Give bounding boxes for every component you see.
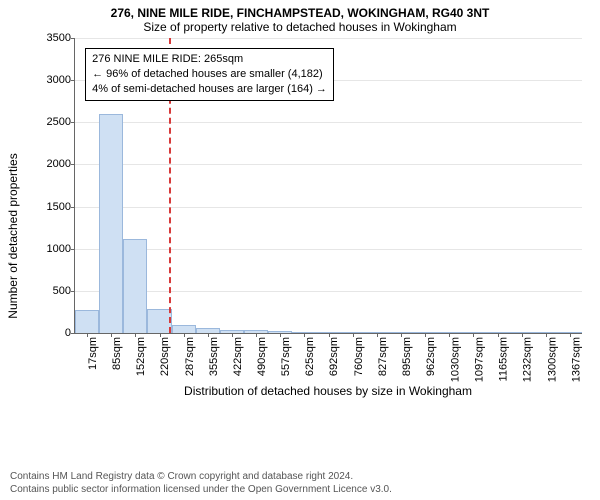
ytick-label: 1000 [47, 243, 75, 255]
xtick-label: 962sqm [425, 337, 437, 376]
xtick-label: 692sqm [329, 337, 341, 376]
ytick-label: 2000 [47, 158, 75, 170]
xtick-label: 625sqm [304, 337, 316, 376]
chart-area: 050010001500200025003000350017sqm85sqm15… [74, 38, 582, 398]
page-title-line2: Size of property relative to detached ho… [10, 20, 590, 34]
annotation-line3: 4% of semi-detached houses are larger (1… [92, 82, 327, 97]
gridline [75, 122, 582, 123]
ytick-label: 3000 [47, 74, 75, 86]
annotation-line2: ← 96% of detached houses are smaller (4,… [92, 67, 327, 82]
gridline [75, 291, 582, 292]
y-axis-label-container: Number of detached properties [4, 38, 22, 420]
ytick-label: 1500 [47, 201, 75, 213]
xtick-label: 287sqm [184, 337, 196, 376]
xtick-label: 760sqm [353, 337, 365, 376]
xtick-label: 355sqm [208, 337, 220, 376]
xtick-label: 1165sqm [498, 337, 510, 381]
xtick-label: 1300sqm [546, 337, 558, 382]
gridline [75, 207, 582, 208]
histogram-bar [75, 310, 99, 333]
ytick-label: 2500 [47, 116, 75, 128]
xtick-label: 1232sqm [522, 337, 534, 382]
ytick-label: 500 [53, 285, 75, 297]
page-title-line1: 276, NINE MILE RIDE, FINCHAMPSTEAD, WOKI… [10, 6, 590, 20]
footer-attribution: Contains HM Land Registry data © Crown c… [10, 470, 392, 496]
histogram-bar [172, 325, 196, 333]
y-axis-label: Number of detached properties [6, 153, 20, 318]
xtick-label: 490sqm [256, 337, 268, 376]
gridline [75, 164, 582, 165]
annotation-box: 276 NINE MILE RIDE: 265sqm← 96% of detac… [85, 48, 334, 101]
ytick-label: 3500 [47, 32, 75, 44]
plot-region: 050010001500200025003000350017sqm85sqm15… [74, 38, 582, 334]
x-axis-label: Distribution of detached houses by size … [74, 384, 582, 398]
xtick-label: 220sqm [160, 337, 172, 376]
footer-line2: Contains public sector information licen… [10, 483, 392, 496]
xtick-label: 422sqm [232, 337, 244, 376]
xtick-label: 1097sqm [473, 337, 485, 382]
xtick-label: 1367sqm [570, 337, 582, 382]
xtick-label: 85sqm [111, 337, 123, 370]
footer-line1: Contains HM Land Registry data © Crown c… [10, 470, 392, 483]
gridline [75, 249, 582, 250]
histogram-bar [123, 239, 147, 333]
xtick-label: 1030sqm [449, 337, 461, 382]
xtick-label: 152sqm [135, 337, 147, 376]
gridline [75, 38, 582, 39]
histogram-bar [99, 114, 123, 333]
xtick-label: 17sqm [87, 337, 99, 370]
annotation-line1: 276 NINE MILE RIDE: 265sqm [92, 52, 327, 67]
xtick-label: 557sqm [280, 337, 292, 376]
ytick-label: 0 [65, 327, 75, 339]
xtick-label: 895sqm [401, 337, 413, 376]
xtick-label: 827sqm [377, 337, 389, 376]
